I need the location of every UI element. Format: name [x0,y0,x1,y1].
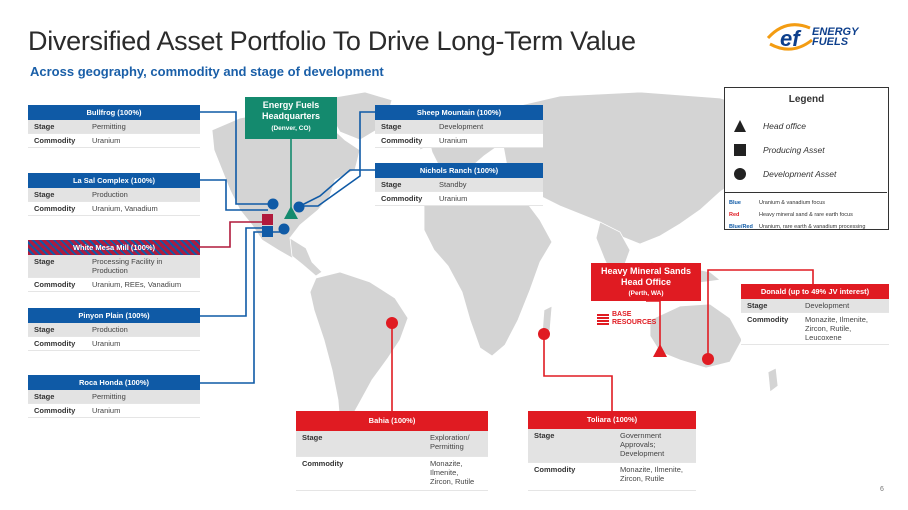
base-resources-logo: BASE RESOURCES [597,311,656,327]
card-bullfrog: Bullfrog (100%) Stage Permitting Commodit… [28,105,200,148]
bullfrog-circle-icon [267,198,279,210]
australia [649,303,743,369]
card-title: Bahia (100%) [296,411,488,431]
central-america [289,237,323,277]
perth-triangle-icon [653,344,667,357]
card-toliara: Toliara (100%) Stage Government Approvals… [528,411,696,491]
square-icon [734,144,746,156]
circle-icon [734,168,746,180]
card-title: Bullfrog (100%) [28,105,200,120]
card-roca-honda: Roca Honda (100%) Stage Permitting Commod… [28,375,200,418]
card-title: Pinyon Plain (100%) [28,308,200,323]
card-title: Toliara (100%) [528,411,696,429]
logo-wordmark: ENERGY FUELS [812,26,859,48]
maroon-connector [200,221,266,248]
legend: Legend Head office Producing Asset Devel… [724,87,889,230]
base-icon [597,313,609,325]
land-masses [211,91,791,425]
card-title: Sheep Mountain (100%) [375,105,543,120]
legend-item-producing: Producing Asset [763,145,825,155]
card-title: Nichols Ranch (100%) [375,163,543,178]
card-title: Roca Honda (100%) [28,375,200,390]
card-sheep-mountain: Sheep Mountain (100%) Stage Development C… [375,105,543,148]
producing-square-icon [262,226,273,237]
hms-head-office-box: Heavy Mineral Sands Head Office (Perth, … [591,263,701,301]
page-number: 6 [880,486,884,493]
legend-color-key: Blue Uranium & vanadium focus Red Heavy mi… [725,192,887,237]
bahia-circle-icon [386,317,398,329]
south-america [309,271,409,425]
page-subtitle: Across geography, commodity and stage of… [30,64,384,79]
card-bahia: Bahia (100%) Stage Exploration/ Permittin… [296,411,488,491]
card-nichols-ranch: Nichols Ranch (100%) Stage Standby Commod… [375,163,543,206]
card-title: Donald (up to 49% JV interest) [741,284,889,299]
legend-item-head-office: Head office [763,121,806,131]
white-mesa-square-icon [262,214,273,225]
page-title: Diversified Asset Portfolio To Drive Lon… [28,26,636,56]
triangle-icon [734,120,746,132]
toliara-circle-icon [538,328,550,340]
energy-fuels-logo: ef [766,23,813,51]
donald-circle-icon [702,353,714,365]
roca-circle-icon [278,223,290,235]
card-title: La Sal Complex (100%) [28,173,200,188]
card-donald: Donald (up to 49% JV interest) Stage Deve… [741,284,889,345]
card-white-mesa: White Mesa Mill (100%) Stage Processing F… [28,240,200,292]
legend-item-development: Development Asset [763,169,837,179]
red-connectors [391,269,814,411]
svg-text:ef: ef [780,26,802,51]
card-pinyon: Pinyon Plain (100%) Stage Production Comm… [28,308,200,351]
sheep-circle-icon [293,201,305,213]
card-lasal: La Sal Complex (100%) Stage Production Co… [28,173,200,216]
card-title: White Mesa Mill (100%) [28,240,200,255]
legend-title: Legend [788,94,825,105]
new-zealand [767,367,779,393]
hq-triangle-icon [284,206,298,219]
hq-box: Energy Fuels Headquarters (Denver, CO) [245,97,337,139]
